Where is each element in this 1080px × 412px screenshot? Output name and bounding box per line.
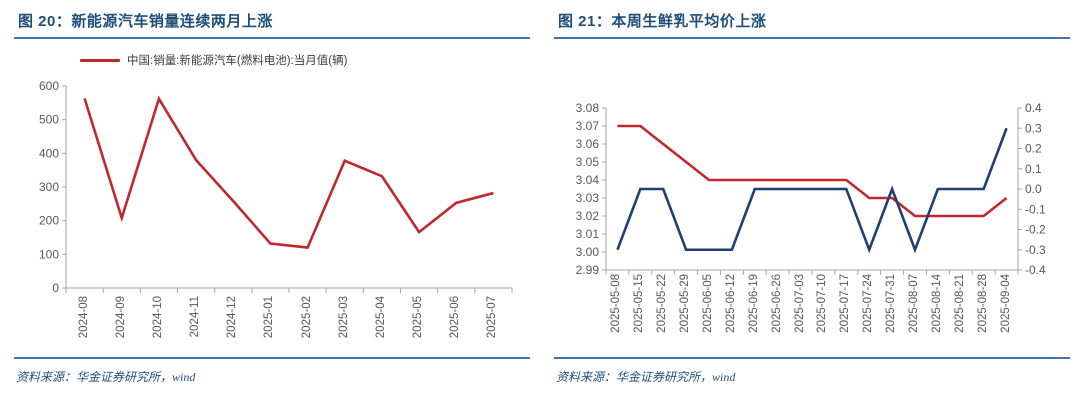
y-axis-tick-label: 3.05 (576, 155, 600, 169)
y-axis-tick-label: 300 (39, 180, 59, 194)
x-axis-tick-label: 2025-02 (300, 296, 313, 339)
series-line-1 (616, 127, 1008, 254)
x-axis-tick-label: 2025-06-05 (702, 274, 714, 333)
y-axis-tick-label: 2.99 (576, 263, 600, 277)
figure-20-legend: 中国:销量:新能源汽车(燃料电池):当月值(辆) (80, 52, 347, 68)
x-axis-tick-label: 2025-08-28 (976, 274, 989, 333)
figure-21-source: 资料来源：华金证券研究所，wind (556, 370, 736, 384)
y-axis-tick-label: 600 (39, 79, 59, 93)
y2-axis-tick-label: -0.4 (1025, 263, 1046, 277)
x-axis-tick-label: 2024-10 (151, 296, 164, 339)
x-axis-tick-label: 2025-07-03 (793, 274, 806, 333)
figure-20-title-separator: ： (55, 14, 72, 30)
y-axis-tick-label: 3.03 (576, 191, 600, 205)
figure-20-title-text: 新能源汽车销量连续两月上涨 (71, 14, 273, 30)
figure-21-title-divider (554, 37, 1070, 39)
x-axis-tick-label: 2025-07-10 (816, 274, 829, 333)
x-axis-tick-label: 2024-09 (114, 296, 127, 339)
y-axis-tick-label: 0 (52, 281, 59, 295)
x-axis-tick-label: 2025-07 (486, 296, 499, 339)
x-axis-tick-label: 2025-05-22 (656, 274, 669, 333)
figure-20-title: 图 20：新能源汽车销量连续两月上涨 (14, 0, 534, 37)
x-axis-tick-label: 2025-07-24 (862, 274, 875, 333)
x-axis-tick-label: 2025-05-29 (679, 274, 692, 333)
y2-axis-tick-label: 0.2 (1025, 142, 1042, 156)
x-axis-tick-label: 2025-07-31 (885, 274, 898, 333)
x-axis-tick-label: 2025-08-21 (953, 274, 966, 333)
legend-item-nev-sales: 中国:销量:新能源汽车(燃料电池):当月值(辆) (80, 52, 347, 68)
y-axis-tick-label: 100 (39, 247, 59, 261)
x-axis-tick-label: 2025-09-04 (999, 274, 1012, 333)
x-axis-tick-label: 2024-12 (226, 296, 239, 339)
x-axis-tick-label: 2025-06-19 (747, 274, 760, 333)
figure-panel-20: 图 20：新能源汽车销量连续两月上涨 中国:销量:新能源汽车(燃料电池):当月值… (14, 0, 534, 412)
y-axis-tick-label: 3.02 (576, 209, 600, 223)
x-axis-tick-label: 2025-05 (412, 296, 425, 339)
x-axis-tick-label: 2025-06-26 (770, 274, 783, 333)
x-axis-tick-label: 2025-07-17 (839, 274, 852, 333)
series-line-0 (617, 124, 1008, 218)
figure-20-title-divider (14, 37, 530, 39)
x-axis-tick-label: 2025-01 (263, 296, 276, 339)
x-axis-tick-label: 2025-04 (374, 296, 387, 339)
figure-21-footer-divider (554, 357, 1070, 359)
y2-axis-tick-label: 0.4 (1025, 101, 1042, 115)
legend-label-nev-sales: 中国:销量:新能源汽车(燃料电池):当月值(辆) (127, 55, 348, 67)
figure-21-chart: 2.99 3.00 3.01 3.02 3.03 3.04 3.05 3.06 3.07 3.08… (576, 101, 1046, 277)
y-axis-tick-label: 500 (39, 113, 59, 127)
x-axis-tick-label: 2025-08-14 (930, 274, 943, 333)
y-axis-tick-label: 3.08 (576, 101, 600, 115)
y2-axis-tick-label: 0.1 (1025, 162, 1042, 176)
y-axis-tick-label: 3.06 (576, 137, 600, 151)
series-line-0 (83, 95, 494, 249)
y-axis-tick-label: 400 (39, 146, 59, 160)
y2-axis-tick-label: -0.2 (1025, 223, 1046, 237)
line-swatch-red-icon (80, 58, 120, 62)
y-axis-tick-label: 3.01 (576, 227, 600, 241)
figure-20-number: 图 20 (18, 13, 56, 30)
x-axis-tick-label: 2025-05-15 (633, 274, 646, 333)
x-axis-tick-label: 2024-11 (189, 296, 202, 338)
figure-21-title-text: 本周生鲜乳平均价上涨 (611, 14, 767, 30)
y2-axis-tick-label: -0.3 (1025, 243, 1046, 257)
figure-20-footer-divider (14, 357, 530, 359)
x-axis-tick-label: 2025-03 (337, 296, 350, 339)
figure-21-title: 图 21：本周生鲜乳平均价上涨 (554, 0, 1074, 37)
figure-20-source: 资料来源：华金证券研究所，wind (16, 370, 196, 384)
y-axis-tick-label: 3.07 (576, 119, 600, 133)
y2-axis-tick-label: -0.1 (1025, 202, 1046, 216)
x-axis-tick-label: 2025-08-07 (908, 274, 920, 333)
figure-21-title-separator: ： (595, 14, 612, 30)
x-axis-tick-label: 2025-06 (449, 296, 462, 339)
y2-axis-tick-label: 0.0 (1025, 182, 1042, 196)
x-axis-tick-label: 2025-06-12 (724, 274, 737, 333)
figure-20-chart: 0 100 200 300 400 500 600 (39, 79, 513, 295)
x-axis-tick-label: 2025-05-08 (610, 274, 623, 333)
figure-21-number: 图 21 (558, 13, 596, 30)
figure-panel-21: 图 21：本周生鲜乳平均价上涨 中国:主产区:平均价:生鲜乳（元/公斤） 中国:… (554, 0, 1074, 412)
y-axis-tick-label: 3.04 (576, 173, 600, 187)
y-axis-tick-label: 3.00 (576, 245, 600, 259)
y2-axis-tick-label: 0.3 (1025, 121, 1042, 135)
y-axis-tick-label: 200 (39, 214, 59, 228)
x-axis-tick-label: 2024-08 (77, 296, 90, 339)
